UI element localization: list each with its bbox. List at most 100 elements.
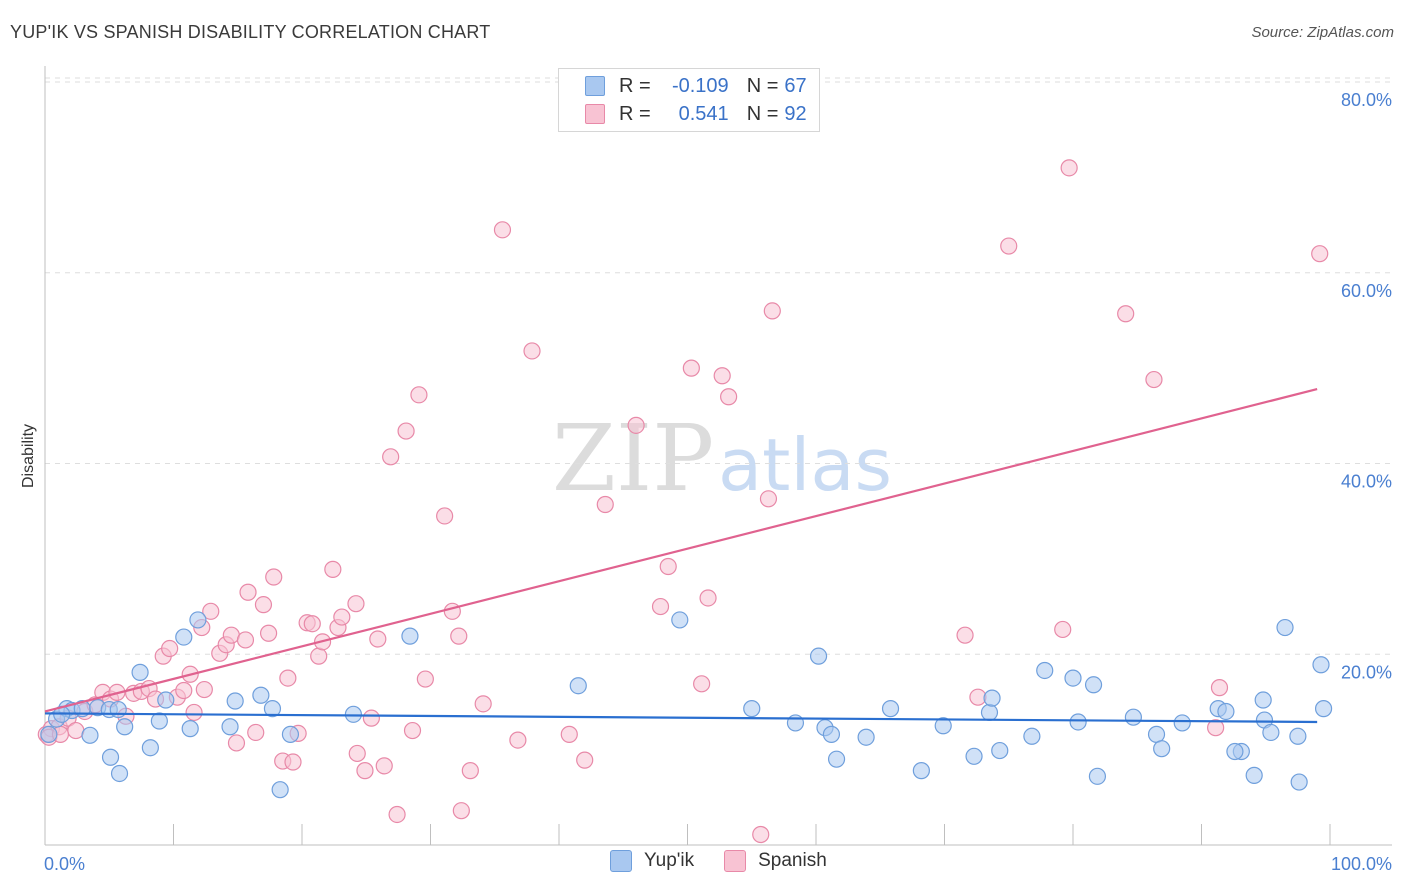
legend-row-spanish: R = 0.541 N = 92 xyxy=(585,101,807,127)
yupik-point xyxy=(1314,700,1333,718)
yupik-point xyxy=(109,700,127,719)
spanish-point xyxy=(279,669,297,687)
yupik-point xyxy=(271,781,289,799)
legend-swatch-yupik xyxy=(610,850,632,872)
tick-labels: 20.0% 40.0% 60.0% 80.0% 0.0% 100.0% xyxy=(44,90,1392,874)
spanish-point xyxy=(651,597,670,616)
yupik-point xyxy=(1254,691,1272,709)
spanish-point xyxy=(763,302,781,320)
trend-lines xyxy=(44,388,1318,724)
spanish-point xyxy=(752,825,770,844)
yupik-point xyxy=(401,627,419,645)
yupik-point xyxy=(881,700,900,718)
spanish-point xyxy=(1060,159,1078,177)
spanish-point xyxy=(1145,370,1163,389)
spanish-point xyxy=(1054,620,1072,639)
yupik-point xyxy=(263,700,282,718)
yupik-point xyxy=(150,712,168,730)
spanish-point xyxy=(175,681,193,700)
yupik-point xyxy=(175,628,193,646)
correlation-legend: R = -0.109 N = 67 R = 0.541 N = 92 xyxy=(558,68,820,132)
spanish-point xyxy=(493,221,512,239)
spanish-point xyxy=(388,805,406,824)
yupik-point xyxy=(1262,723,1280,742)
yupik-point xyxy=(1084,676,1103,694)
yupik-point xyxy=(1173,714,1191,732)
spanish-point xyxy=(509,731,527,749)
legend-item-spanish[interactable]: Spanish xyxy=(724,850,827,872)
yupik-point xyxy=(671,611,689,629)
yupik-point xyxy=(965,747,983,765)
yupik-point xyxy=(131,663,149,681)
spanish-point xyxy=(693,675,711,693)
yupik-point xyxy=(1064,669,1082,687)
spanish-point xyxy=(523,342,541,360)
x-tick-label: 0.0% xyxy=(44,854,85,874)
y-tick-label: 60.0% xyxy=(1341,281,1392,301)
spanish-point xyxy=(195,680,213,699)
yupik-trend-line xyxy=(44,712,1318,724)
yupik-point xyxy=(101,748,120,766)
spanish-point xyxy=(382,448,400,466)
spanish-point xyxy=(410,386,428,404)
spanish-point xyxy=(397,422,415,440)
spanish-point xyxy=(254,596,273,614)
spanish-point xyxy=(1311,245,1329,263)
spanish-point xyxy=(348,744,366,763)
legend-label-yupik: Yup'ik xyxy=(644,850,695,871)
yupik-point xyxy=(822,725,841,743)
grid-lines xyxy=(45,77,1392,655)
spanish-point xyxy=(450,627,468,645)
spanish-point xyxy=(1000,237,1018,255)
yupik-point xyxy=(1217,702,1235,721)
legend-r-value: 0.541 xyxy=(678,102,729,125)
y-tick-label: 20.0% xyxy=(1341,662,1392,682)
y-tick-label: 80.0% xyxy=(1341,90,1392,110)
spanish-point xyxy=(369,630,387,648)
spanish-point xyxy=(1117,305,1135,323)
yupik-point xyxy=(912,762,930,780)
spanish-point xyxy=(303,615,321,633)
spanish-point xyxy=(265,568,283,586)
spanish-points xyxy=(37,159,1329,844)
spanish-point xyxy=(720,388,738,406)
spanish-point xyxy=(956,626,974,644)
spanish-point xyxy=(682,359,700,377)
spanish-point xyxy=(474,695,492,713)
yupik-point xyxy=(281,725,300,743)
spanish-point xyxy=(1207,719,1225,737)
spanish-point xyxy=(627,416,645,434)
yupik-point xyxy=(1036,661,1054,680)
yupik-point xyxy=(252,686,270,704)
spanish-point xyxy=(202,602,220,620)
yupik-point xyxy=(1276,618,1294,637)
spanish-point xyxy=(310,647,328,665)
legend-n-value: 92 xyxy=(784,102,807,125)
source-credit: Source: ZipAtlas.com xyxy=(1251,24,1394,41)
legend-r-label: R = xyxy=(619,102,651,125)
yupik-point xyxy=(116,718,134,736)
spanish-point xyxy=(452,802,470,820)
spanish-trend-line xyxy=(44,388,1318,713)
spanish-point xyxy=(596,495,614,514)
spanish-point xyxy=(324,560,342,578)
yupik-point xyxy=(1023,727,1041,745)
yupik-point xyxy=(1124,708,1142,726)
spanish-point xyxy=(461,762,479,780)
yupik-point xyxy=(569,677,587,695)
spanish-point xyxy=(362,709,380,727)
legend-item-yupik[interactable]: Yup'ik xyxy=(610,850,694,872)
watermark-atlas: atlas xyxy=(718,423,892,507)
yupik-point xyxy=(809,647,828,665)
legend-row-yupik: R = -0.109 N = 67 xyxy=(585,73,807,99)
spanish-point xyxy=(1210,679,1229,697)
axes xyxy=(44,66,1392,846)
spanish-point xyxy=(185,703,203,722)
spanish-point xyxy=(576,751,594,769)
yupik-point xyxy=(40,725,58,743)
yupik-point xyxy=(827,750,846,768)
yupik-point xyxy=(110,764,129,783)
yupik-point xyxy=(991,741,1009,760)
legend-n-label: N = xyxy=(746,74,779,97)
